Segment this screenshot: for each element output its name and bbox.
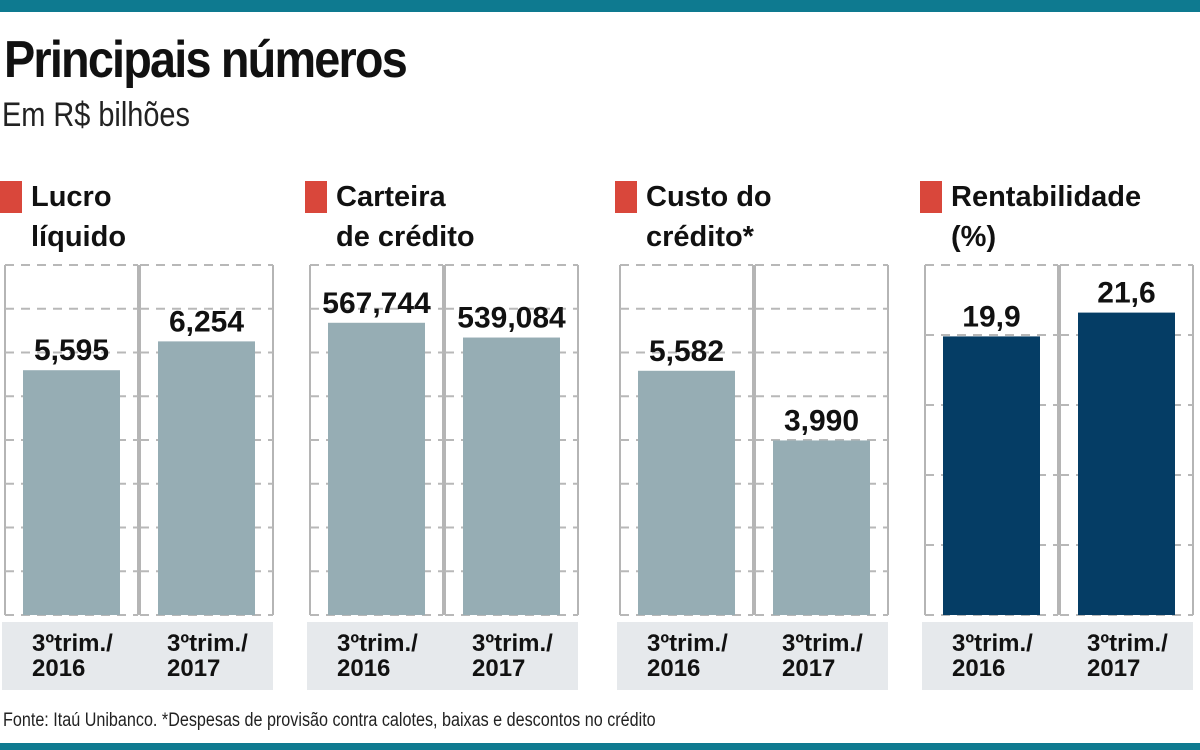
x-tick-label: 2017 — [472, 655, 525, 682]
data-label: 3,990 — [784, 404, 859, 437]
page-subtitle: Em R$ bilhões — [2, 96, 190, 134]
x-tick-label: 3ºtrim./ — [647, 630, 728, 657]
category-band — [1057, 622, 1193, 690]
bottom-accent-bar — [0, 743, 1200, 750]
legend-marker — [615, 181, 637, 213]
x-tick-label: 2017 — [1087, 655, 1140, 682]
data-label: 21,6 — [1097, 277, 1155, 310]
category-band — [307, 622, 443, 690]
chart-title-line: (%) — [951, 221, 996, 253]
x-tick-label: 3ºtrim./ — [472, 630, 553, 657]
bar — [23, 370, 120, 615]
category-band — [922, 622, 1058, 690]
chart-panel-4: Rentabilidade(%)19,93ºtrim./201621,63ºtr… — [920, 181, 1194, 690]
bar — [158, 341, 255, 615]
legend-marker — [0, 181, 22, 213]
bar — [463, 337, 560, 615]
x-tick-label: 2016 — [647, 655, 700, 682]
category-band — [752, 622, 888, 690]
chart-title-line: crédito* — [646, 221, 755, 253]
x-tick-label: 3ºtrim./ — [782, 630, 863, 657]
category-band — [137, 622, 273, 690]
data-label: 5,595 — [34, 334, 109, 367]
x-tick-label: 2016 — [337, 655, 390, 682]
x-tick-label: 3ºtrim./ — [1087, 630, 1168, 657]
chart-title-line: de crédito — [336, 221, 475, 253]
x-tick-label: 2016 — [952, 655, 1005, 682]
chart-title-line: Carteira — [336, 181, 446, 213]
x-tick-label: 2016 — [32, 655, 85, 682]
x-tick-label: 3ºtrim./ — [337, 630, 418, 657]
legend-marker — [305, 181, 327, 213]
data-label: 5,582 — [649, 335, 724, 368]
bar — [1078, 312, 1175, 615]
page-title: Principais números — [4, 31, 408, 89]
bar — [773, 440, 870, 615]
data-label: 19,9 — [962, 300, 1020, 333]
bar — [943, 336, 1040, 615]
top-accent-bar — [0, 0, 1200, 12]
chart-title-line: Lucro — [31, 181, 112, 213]
category-band — [442, 622, 578, 690]
chart-title-line: Rentabilidade — [951, 181, 1141, 213]
bar — [638, 370, 735, 615]
x-tick-label: 3ºtrim./ — [952, 630, 1033, 657]
chart-title-line: Custo do — [646, 181, 772, 213]
data-label: 6,254 — [169, 305, 244, 338]
data-label: 539,084 — [457, 302, 566, 335]
data-label: 567,744 — [322, 287, 431, 320]
source-note: Fonte: Itaú Unibanco. *Despesas de provi… — [3, 710, 656, 731]
chart-panel-1: Lucrolíquido5,5953ºtrim./20166,2543ºtrim… — [0, 181, 274, 690]
bar — [328, 322, 425, 615]
chart-title-line: líquido — [31, 221, 126, 253]
x-tick-label: 3ºtrim./ — [32, 630, 113, 657]
x-tick-label: 2017 — [167, 655, 220, 682]
category-band — [617, 622, 753, 690]
category-band — [2, 622, 138, 690]
x-tick-label: 3ºtrim./ — [167, 630, 248, 657]
legend-marker — [920, 181, 942, 213]
x-tick-label: 2017 — [782, 655, 835, 682]
chart-panel-3: Custo docrédito*5,5823ºtrim./20163,9903º… — [615, 181, 889, 690]
